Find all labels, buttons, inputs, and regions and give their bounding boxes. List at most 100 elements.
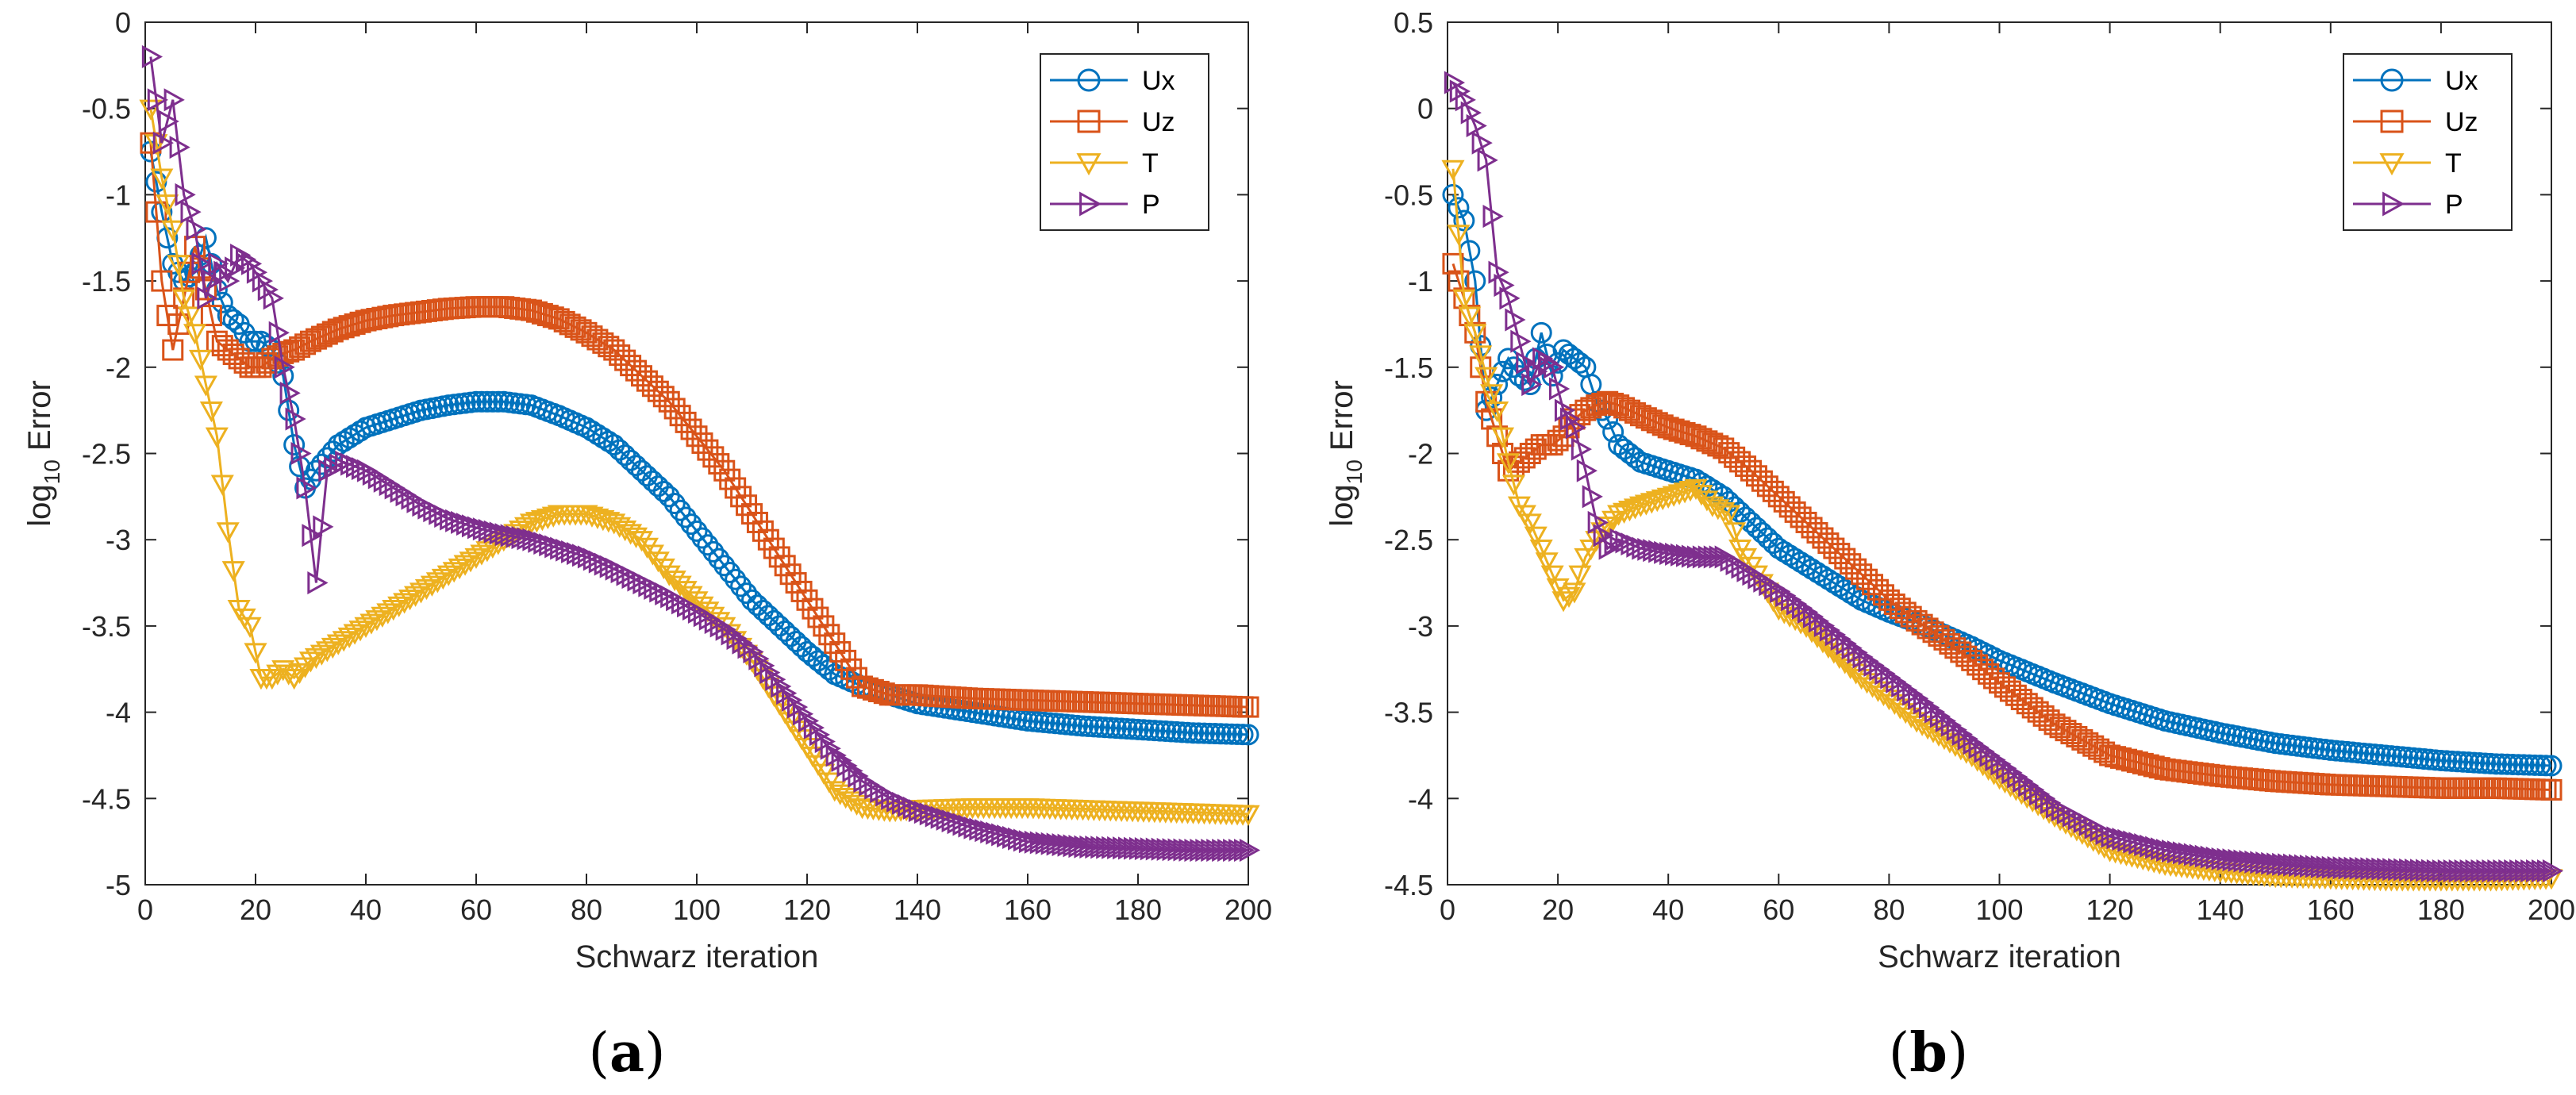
data-point-Ux (1569, 352, 1591, 374)
data-point-Ux (586, 424, 609, 446)
data-point-T (530, 510, 554, 532)
data-point-Ux (1226, 723, 1248, 745)
data-point-P (494, 523, 516, 547)
data-point-P (1559, 407, 1582, 431)
data-point-Ux (1773, 540, 1795, 563)
data-point-T (398, 590, 422, 611)
data-point-P (1190, 838, 1211, 863)
data-point-P (1709, 545, 1730, 569)
data-point-P (721, 622, 742, 646)
data-point-P (842, 759, 863, 783)
data-point-Uz (289, 336, 311, 358)
data-point-P (257, 278, 279, 302)
data-point-Uz (2110, 747, 2132, 769)
data-point-P (1643, 539, 1664, 563)
data-point-P (776, 682, 798, 705)
y-tick-label: -2.5 (1384, 524, 1433, 556)
data-point-P (1239, 838, 1261, 863)
data-point-P (2145, 836, 2167, 859)
x-tick-label: 40 (1652, 893, 1684, 926)
data-point-T (1452, 289, 1476, 310)
data-point-P (803, 716, 825, 740)
data-point-T (216, 522, 240, 544)
data-point-P (2255, 851, 2277, 875)
data-point-T (453, 555, 477, 576)
panel-label: (a) (588, 1021, 665, 1085)
data-point-Uz (559, 313, 581, 336)
legend: Ux Uz TP (1040, 53, 1209, 231)
data-point-T (150, 168, 174, 190)
data-point-P (2415, 859, 2437, 882)
data-point-T (1662, 486, 1686, 507)
data-point-Ux (1806, 562, 1828, 584)
data-point-Uz (349, 311, 371, 333)
data-point-T (464, 548, 488, 570)
data-point-Uz (680, 418, 702, 440)
data-point-P (186, 217, 207, 241)
y-tick-label: -0.5 (82, 93, 131, 125)
data-point-P (274, 355, 295, 379)
data-point-Uz (2148, 757, 2170, 779)
legend-label-Ux: Ux (1142, 66, 1175, 96)
data-point-P (1637, 537, 1659, 561)
data-point-P (2162, 840, 2183, 863)
data-point-Ux (1453, 209, 1475, 232)
data-point-Uz (1663, 418, 1685, 440)
data-point-Ux (1448, 197, 1470, 219)
data-point-P (2128, 832, 2150, 855)
data-point-Uz (536, 305, 559, 327)
data-point-P (1505, 308, 1526, 332)
data-point-T (431, 568, 455, 590)
legend-label-P: P (2445, 190, 2463, 220)
data-point-P (1444, 71, 1466, 94)
data-point-T (1645, 491, 1669, 513)
data-point-T (436, 565, 460, 586)
data-point-Uz (1524, 438, 1547, 460)
data-point-P (1571, 437, 1593, 461)
data-point-Ux (2496, 753, 2518, 775)
data-point-T (1447, 225, 1471, 246)
data-point-P (2217, 847, 2238, 871)
data-point-T (1690, 485, 1713, 506)
y-tick-label: -3 (1408, 610, 1433, 643)
data-point-T (139, 99, 163, 121)
data-point-Uz (856, 677, 879, 699)
data-point-P (313, 515, 334, 539)
data-point-P (1068, 834, 1090, 859)
data-point-P (1813, 613, 1836, 638)
data-point-P (2117, 828, 2139, 852)
data-point-Uz (1442, 252, 1464, 275)
data-point-P (848, 764, 869, 788)
data-point-P (1510, 329, 1532, 353)
series-Uz (1442, 252, 2563, 801)
x-tick-label: 60 (460, 893, 492, 926)
data-point-Ux (652, 480, 675, 502)
data-point-P (2278, 853, 2299, 877)
legend-marker-Uz (2380, 110, 2404, 133)
data-point-P (268, 321, 290, 344)
data-point-Ux (1530, 321, 1552, 344)
data-point-P (141, 44, 163, 69)
data-point-P (1029, 831, 1051, 855)
data-point-T (1706, 499, 1730, 521)
data-point-T (1623, 498, 1647, 520)
data-point-P (279, 381, 301, 405)
data-point-Uz (2105, 746, 2127, 768)
data-point-P (1703, 545, 1724, 569)
x-tick-label: 0 (1440, 893, 1455, 926)
data-point-Uz (1944, 637, 1967, 659)
data-point-Uz (267, 345, 289, 367)
data-point-P (1544, 355, 1565, 379)
data-point-P (1063, 834, 1084, 858)
y-tick-label: -4.5 (82, 782, 131, 815)
data-point-Ux (708, 548, 730, 570)
data-point-Uz (1989, 672, 2010, 694)
data-point-P (2288, 854, 2310, 878)
data-point-T (393, 593, 417, 614)
y-tick-label: 0 (1417, 93, 1433, 125)
data-point-P (2228, 848, 2249, 872)
data-point-Ux (465, 390, 487, 413)
data-point-P (1929, 705, 1951, 728)
data-point-P (1140, 837, 1161, 861)
data-point-P (743, 640, 764, 664)
